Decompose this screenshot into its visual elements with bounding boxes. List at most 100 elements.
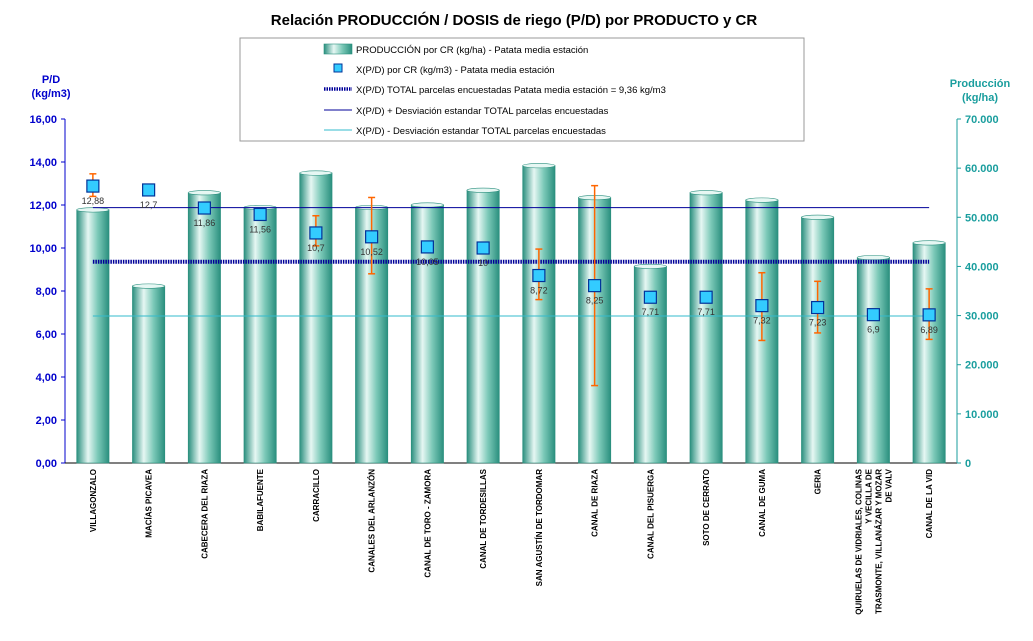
pd-data-label: 6,89 bbox=[920, 325, 938, 335]
category-label: MACÍAS PICAVEA bbox=[145, 469, 154, 538]
category-label: CANAL DE TORO - ZAMORA bbox=[423, 469, 432, 578]
production-bar-top bbox=[466, 187, 500, 193]
production-bar-body bbox=[76, 209, 110, 464]
pd-markers bbox=[86, 179, 936, 322]
right-tick-label: 0 bbox=[965, 458, 971, 470]
production-bar-top bbox=[76, 207, 110, 213]
pd-data-label: 8,25 bbox=[586, 296, 604, 306]
pd-marker bbox=[142, 183, 156, 197]
category-label: CABECERA DEL RIAZA bbox=[200, 469, 209, 559]
left-tick-label: 16,00 bbox=[29, 114, 57, 126]
pd-marker bbox=[588, 279, 602, 293]
production-bar-top bbox=[187, 190, 221, 196]
category-label-line: CANAL DE TORDESILLAS bbox=[479, 468, 488, 568]
legend-label-total-mean: X(P/D) TOTAL parcelas encuestadas Patata… bbox=[356, 85, 666, 96]
category-label-line: GERIA bbox=[814, 469, 823, 495]
category-label: BABILAFUENTE bbox=[256, 468, 265, 531]
category-label: QUIRUELAS DE VIDRIALES, COLINASY VECILLA… bbox=[854, 468, 893, 614]
pd-marker bbox=[197, 201, 211, 215]
left-axis-title-line2: (kg/m3) bbox=[31, 88, 70, 100]
legend-label-minus-sd: X(P/D) - Desviación estandar TOTAL parce… bbox=[356, 126, 606, 137]
pd-marker bbox=[811, 300, 825, 315]
production-bar-body bbox=[912, 242, 946, 464]
category-label: CANAL DE GUMA bbox=[758, 469, 767, 537]
right-tick-label: 60.000 bbox=[965, 163, 999, 175]
pd-data-label: 11,56 bbox=[249, 224, 271, 234]
category-label: CANAL DE LA VID bbox=[925, 469, 934, 539]
legend-swatch-pd-marker bbox=[333, 63, 343, 73]
left-tick-label: 6,00 bbox=[36, 329, 57, 341]
category-label: GERIA bbox=[814, 469, 823, 495]
right-tick-label: 50.000 bbox=[965, 212, 999, 224]
production-bar bbox=[187, 190, 221, 464]
left-tick-label: 0,00 bbox=[36, 458, 57, 470]
category-label-line: SAN AGUSTÍN DE TORDOMAR bbox=[535, 469, 544, 587]
pd-data-label: 7,71 bbox=[642, 307, 660, 317]
right-axis-title-line2: (kg/ha) bbox=[962, 92, 998, 104]
production-bar-body bbox=[243, 207, 277, 464]
left-tick-label: 12,00 bbox=[29, 200, 57, 212]
pd-marker bbox=[755, 299, 769, 313]
production-bar bbox=[466, 187, 500, 464]
category-label-line: CABECERA DEL RIAZA bbox=[200, 469, 209, 559]
category-label-line: CANAL DE LA VID bbox=[925, 469, 934, 539]
pd-marker bbox=[699, 290, 713, 304]
production-bar bbox=[299, 170, 333, 464]
category-label-line: CANAL DEL PISUERGA bbox=[646, 469, 655, 559]
production-bar-body bbox=[522, 165, 556, 464]
production-bar-top bbox=[912, 240, 946, 246]
left-axis-title-line1: P/D bbox=[42, 74, 60, 86]
pd-marker bbox=[365, 230, 379, 244]
production-bar-body bbox=[856, 257, 890, 464]
pd-data-labels: 12,88 12,7 11,86 11,56 10,7 10,52 10,05 10 8,72 8… bbox=[82, 196, 938, 335]
category-label-line: CANAL DE GUMA bbox=[758, 469, 767, 537]
left-tick-label: 8,00 bbox=[36, 286, 57, 298]
category-label: VILLAGONZALO bbox=[89, 469, 98, 532]
right-tick-label: 30.000 bbox=[965, 311, 999, 323]
pd-data-label: 7,23 bbox=[809, 318, 827, 328]
production-bar-top bbox=[689, 190, 723, 196]
legend-label-produccion: PRODUCCIÓN por CR (kg/ha) - Patata media… bbox=[356, 45, 588, 56]
category-label-line: CARRACILLO bbox=[312, 469, 321, 522]
category-label-line: TRASMONTE, VILLANÁZAR Y MOZAR bbox=[874, 469, 883, 614]
right-tick-label: 10.000 bbox=[965, 409, 999, 421]
pd-data-label: 12,7 bbox=[140, 200, 158, 210]
pd-marker bbox=[253, 207, 267, 222]
production-bar-top bbox=[801, 214, 835, 220]
category-labels: VILLAGONZALO MACÍAS PICAVEA CABECERA DEL R… bbox=[89, 468, 934, 614]
production-bar-top bbox=[745, 197, 779, 203]
right-tick-label: 40.000 bbox=[965, 261, 999, 273]
right-axis-title-line1: Producción bbox=[950, 78, 1011, 90]
production-bar-body bbox=[132, 285, 166, 464]
pd-data-label: 7,71 bbox=[697, 307, 715, 317]
category-label-line: QUIRUELAS DE VIDRIALES, COLINAS bbox=[854, 468, 863, 614]
production-bar bbox=[689, 190, 723, 464]
pd-marker bbox=[532, 268, 546, 283]
legend-label-pd-marker: X(P/D) por CR (kg/m3) - Patata media est… bbox=[356, 65, 555, 76]
production-bar bbox=[132, 283, 166, 464]
pd-data-label: 11,86 bbox=[193, 218, 215, 228]
category-label-line: DE VALV bbox=[884, 468, 893, 502]
category-label: CARRACILLO bbox=[312, 469, 321, 522]
pd-data-label: 6,9 bbox=[867, 325, 880, 335]
production-bar-body bbox=[466, 189, 500, 464]
production-bar bbox=[243, 204, 277, 464]
production-bar-top bbox=[132, 283, 166, 289]
pd-marker bbox=[86, 179, 100, 193]
left-tick-label: 14,00 bbox=[29, 157, 57, 169]
category-label: SOTO DE CERRATO bbox=[702, 469, 711, 546]
pd-data-label: 7,32 bbox=[753, 316, 771, 326]
category-label: CANAL DE RIAZA bbox=[591, 469, 600, 537]
category-label-line: SOTO DE CERRATO bbox=[702, 469, 711, 546]
pd-data-label: 8,72 bbox=[530, 286, 548, 296]
legend-swatch-produccion bbox=[323, 43, 353, 55]
category-label-line: Y VECILLA DE bbox=[864, 468, 873, 523]
production-bar-top bbox=[856, 255, 890, 261]
left-tick-label: 4,00 bbox=[36, 372, 57, 384]
category-label-line: CANAL DE RIAZA bbox=[591, 469, 600, 537]
production-bar bbox=[856, 255, 890, 464]
category-label-line: CANAL DE TORO - ZAMORA bbox=[423, 469, 432, 578]
pd-marker bbox=[476, 241, 490, 255]
category-label-line: VILLAGONZALO bbox=[89, 469, 98, 532]
right-axis: 0 10.000 20.000 30.000 40.000 50.000 60.000 70.… bbox=[956, 114, 999, 470]
